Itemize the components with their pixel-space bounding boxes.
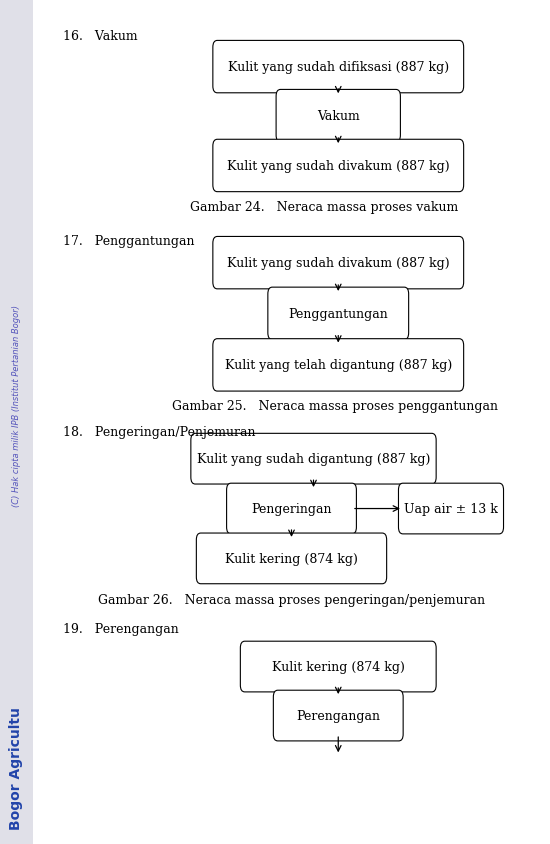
- Text: Kulit yang sudah digantung (887 kg): Kulit yang sudah digantung (887 kg): [197, 452, 430, 466]
- Text: Gambar 26.   Neraca massa proses pengeringan/penjemuran: Gambar 26. Neraca massa proses pengering…: [98, 593, 485, 606]
- Text: Kulit yang sudah difiksasi (887 kg): Kulit yang sudah difiksasi (887 kg): [228, 61, 449, 74]
- Text: Kulit kering (874 kg): Kulit kering (874 kg): [272, 660, 405, 674]
- Text: Kulit yang telah digantung (887 kg): Kulit yang telah digantung (887 kg): [224, 359, 452, 372]
- FancyBboxPatch shape: [196, 533, 387, 584]
- Text: Bogor Agricultu: Bogor Agricultu: [9, 706, 24, 830]
- Text: Perengangan: Perengangan: [296, 709, 380, 722]
- Text: 17.   Penggantungan: 17. Penggantungan: [63, 235, 195, 247]
- FancyBboxPatch shape: [273, 690, 403, 741]
- FancyBboxPatch shape: [213, 140, 464, 192]
- Text: Gambar 24.   Neraca massa proses vakum: Gambar 24. Neraca massa proses vakum: [190, 201, 459, 214]
- FancyBboxPatch shape: [213, 339, 464, 392]
- FancyBboxPatch shape: [213, 41, 464, 94]
- FancyBboxPatch shape: [268, 288, 409, 340]
- Text: Uap air ± 13 k: Uap air ± 13 k: [404, 502, 498, 516]
- Text: 19.   Perengangan: 19. Perengangan: [63, 622, 179, 635]
- Text: (C) Hak cipta milik IPB (Institut Pertanian Bogor): (C) Hak cipta milik IPB (Institut Pertan…: [12, 304, 21, 506]
- Text: Kulit kering (874 kg): Kulit kering (874 kg): [225, 552, 358, 565]
- Text: Vakum: Vakum: [317, 110, 360, 123]
- Text: Gambar 25.   Neraca massa proses penggantungan: Gambar 25. Neraca massa proses penggantu…: [173, 399, 498, 412]
- Text: 18.   Pengeringan/Penjemuran: 18. Pengeringan/Penjemuran: [63, 425, 256, 438]
- Text: Kulit yang sudah divakum (887 kg): Kulit yang sudah divakum (887 kg): [227, 160, 449, 173]
- FancyBboxPatch shape: [276, 90, 400, 143]
- Text: Penggantungan: Penggantungan: [288, 307, 388, 321]
- Text: Kulit yang sudah divakum (887 kg): Kulit yang sudah divakum (887 kg): [227, 257, 449, 270]
- FancyBboxPatch shape: [227, 484, 356, 534]
- FancyBboxPatch shape: [240, 641, 436, 692]
- Text: Pengeringan: Pengeringan: [251, 502, 332, 516]
- FancyBboxPatch shape: [213, 237, 464, 289]
- FancyBboxPatch shape: [191, 434, 436, 484]
- Text: 16.   Vakum: 16. Vakum: [63, 30, 138, 43]
- FancyBboxPatch shape: [398, 484, 504, 534]
- FancyBboxPatch shape: [0, 0, 33, 844]
